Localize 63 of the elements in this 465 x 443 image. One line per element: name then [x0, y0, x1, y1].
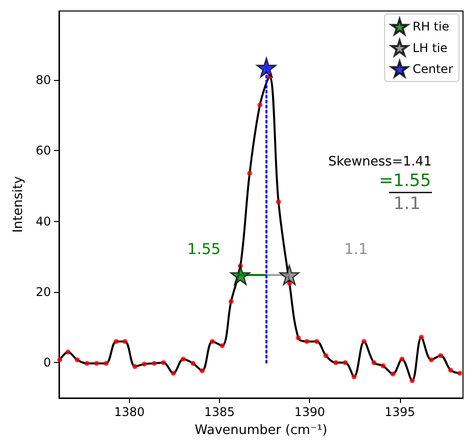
- point: [257, 102, 262, 108]
- point: [57, 357, 62, 362]
- annotation: 1.1: [393, 194, 421, 214]
- y-tick-label: 80: [36, 72, 51, 87]
- annotation: Skewness=1.41: [328, 154, 432, 170]
- point: [438, 353, 444, 358]
- point: [142, 362, 147, 367]
- point: [228, 299, 234, 304]
- x-tick-label: 1380: [114, 405, 145, 419]
- legend-label: LH tie: [412, 40, 448, 55]
- point: [371, 360, 376, 366]
- point: [400, 356, 405, 362]
- point: [333, 360, 338, 366]
- point: [256, 57, 277, 78]
- point: [296, 335, 301, 340]
- point: [180, 356, 186, 362]
- point: [457, 370, 462, 376]
- point: [66, 350, 71, 355]
- annotation: 1.1: [344, 240, 368, 258]
- point: [390, 371, 396, 376]
- legend-label: Center: [412, 62, 454, 76]
- point: [342, 360, 348, 366]
- point: [94, 360, 100, 366]
- point: [287, 280, 292, 286]
- point: [448, 368, 454, 373]
- point: [314, 338, 320, 344]
- point: [380, 363, 386, 368]
- point: [114, 338, 119, 344]
- point: [418, 334, 424, 340]
- x-tick-label: 1385: [204, 405, 235, 419]
- point: [323, 353, 328, 358]
- point: [200, 368, 205, 374]
- y-tick-label: 40: [36, 214, 51, 228]
- annotation: 1.55: [187, 240, 221, 258]
- point: [428, 357, 434, 362]
- point: [132, 364, 138, 370]
- point: [279, 264, 300, 286]
- point: [160, 360, 166, 366]
- point: [84, 360, 90, 366]
- y-axis-title: Intensity: [10, 176, 26, 233]
- point: [104, 360, 109, 366]
- point: [247, 170, 252, 176]
- point: [74, 357, 80, 362]
- legend-label: RH tie: [412, 20, 450, 34]
- point: [170, 370, 176, 376]
- y-tick-label: 20: [36, 284, 51, 299]
- y-tick-label: 60: [36, 144, 51, 158]
- annotation: =1.55: [378, 171, 432, 191]
- point: [152, 360, 157, 366]
- point: [122, 338, 128, 344]
- x-tick-label: 1390: [294, 405, 325, 419]
- point: [276, 199, 281, 204]
- y-tick-label: 0: [43, 356, 51, 370]
- x-tick-label: 1395: [384, 405, 416, 419]
- point: [190, 360, 196, 366]
- point: [304, 338, 310, 344]
- x-axis-title: Wavenumber (cm⁻¹): [194, 423, 328, 438]
- point: [361, 338, 366, 344]
- point: [230, 264, 250, 286]
- point: [220, 343, 225, 348]
- point: [210, 338, 215, 344]
- point: [410, 378, 415, 384]
- point: [352, 374, 357, 380]
